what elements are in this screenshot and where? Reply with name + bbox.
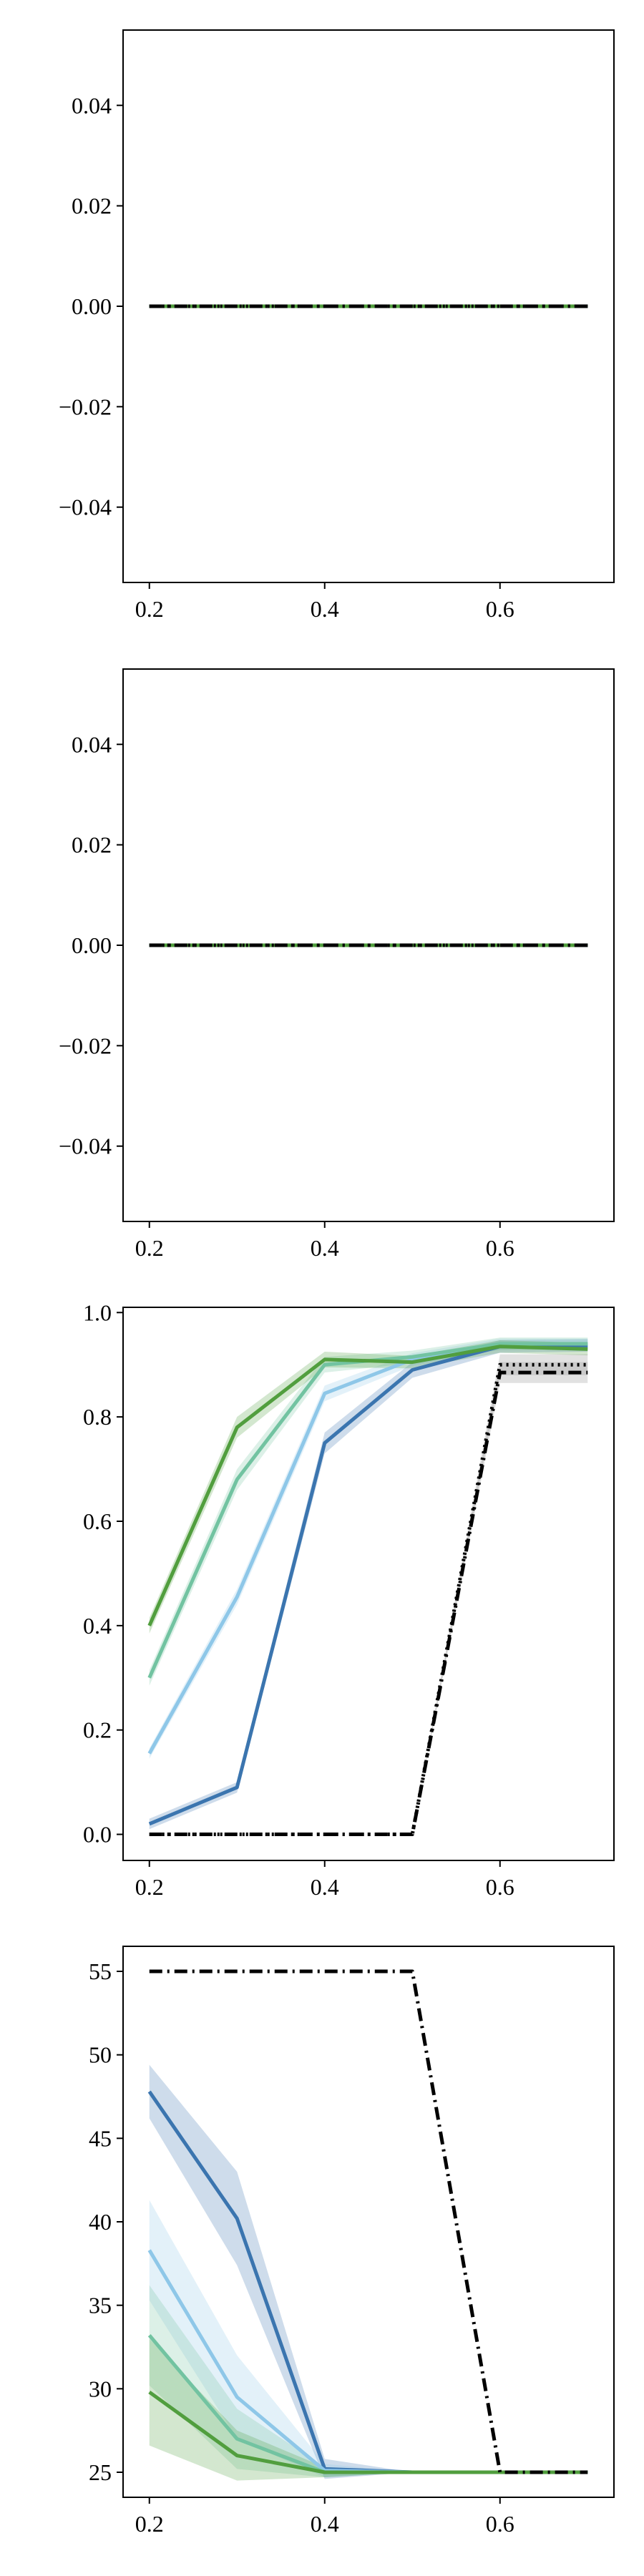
series-2-band xyxy=(149,2200,588,2477)
series-1-band xyxy=(149,1339,588,1830)
x-tick-label: 0.4 xyxy=(311,596,339,622)
y-tick-label: 0.4 xyxy=(83,1613,112,1639)
y-tick-label: 50 xyxy=(89,2042,112,2068)
y-tick-label: −0.02 xyxy=(59,394,112,419)
y-tick-label: −0.04 xyxy=(59,1133,112,1159)
series-5-band xyxy=(149,1354,588,1835)
y-tick-label: 45 xyxy=(89,2125,112,2151)
y-tick-label: −0.04 xyxy=(59,494,112,520)
x-tick-label: 0.2 xyxy=(135,1874,164,1900)
y-tick-label: 0.8 xyxy=(83,1404,112,1430)
x-tick-label: 0.2 xyxy=(135,596,164,622)
series-4-line xyxy=(147,1345,588,1626)
y-tick-label: 0.6 xyxy=(83,1508,112,1534)
series-5-line xyxy=(149,1969,588,2474)
chart-panel-4: 0.2 0.4 0.6 25 30 35 40 45 50 55 xyxy=(89,1946,615,2537)
chart-panel-3: 0.2 0.4 0.6 0.0 0.2 0.4 0.6 0.8 1.0 xyxy=(83,1299,615,1900)
plot-area xyxy=(147,1969,588,2481)
y-tick-label: 35 xyxy=(89,2293,112,2318)
x-tick-label: 0.6 xyxy=(486,1874,514,1900)
axes-frame xyxy=(122,1307,615,1861)
series-6-band xyxy=(149,1362,588,1835)
x-tick-label: 0.4 xyxy=(311,2511,339,2537)
chart-panel-1: 0.2 0.4 0.6 −0.04 −0.02 0.00 0.02 0.04 xyxy=(59,29,615,622)
series-5-line xyxy=(149,1362,588,1837)
x-tick-label: 0.2 xyxy=(135,1235,164,1261)
series-4-band xyxy=(149,2338,588,2481)
series-4-band xyxy=(149,1340,588,1634)
y-tick-label: 0.04 xyxy=(72,731,112,757)
y-tick-label: 0.2 xyxy=(83,1717,112,1743)
series-3-line xyxy=(147,1342,588,1679)
y-tick-label: −0.02 xyxy=(59,1033,112,1058)
y-tick-label: 30 xyxy=(89,2376,112,2401)
y-tick-label: 55 xyxy=(89,1958,112,1984)
y-tick-label: 0.00 xyxy=(72,932,112,958)
x-tick-label: 0.6 xyxy=(486,2511,514,2537)
x-tick-label: 0.2 xyxy=(135,2511,164,2537)
x-tick-label: 0.4 xyxy=(311,1235,339,1261)
y-tick-label: 0.04 xyxy=(72,92,112,118)
y-tick-label: 0.02 xyxy=(72,193,112,219)
x-tick-label: 0.4 xyxy=(311,1874,339,1900)
chart-panel-2: 0.2 0.4 0.6 −0.04 −0.02 0.00 0.02 0.04 xyxy=(59,668,615,1261)
series-3-band xyxy=(149,2285,588,2477)
x-tick-label: 0.6 xyxy=(486,596,514,622)
x-tick-label: 0.6 xyxy=(486,1235,514,1261)
series-6-line xyxy=(149,1370,588,1837)
y-tick-label: 0.00 xyxy=(72,293,112,319)
plot-area xyxy=(147,1337,588,1837)
series-1-line xyxy=(148,1343,588,1826)
y-tick-label: 0.02 xyxy=(72,832,112,858)
y-tick-label: 0.0 xyxy=(83,1822,112,1848)
y-tick-label: 40 xyxy=(89,2209,112,2235)
y-tick-label: 1.0 xyxy=(83,1299,112,1325)
y-tick-label: 25 xyxy=(89,2459,112,2485)
